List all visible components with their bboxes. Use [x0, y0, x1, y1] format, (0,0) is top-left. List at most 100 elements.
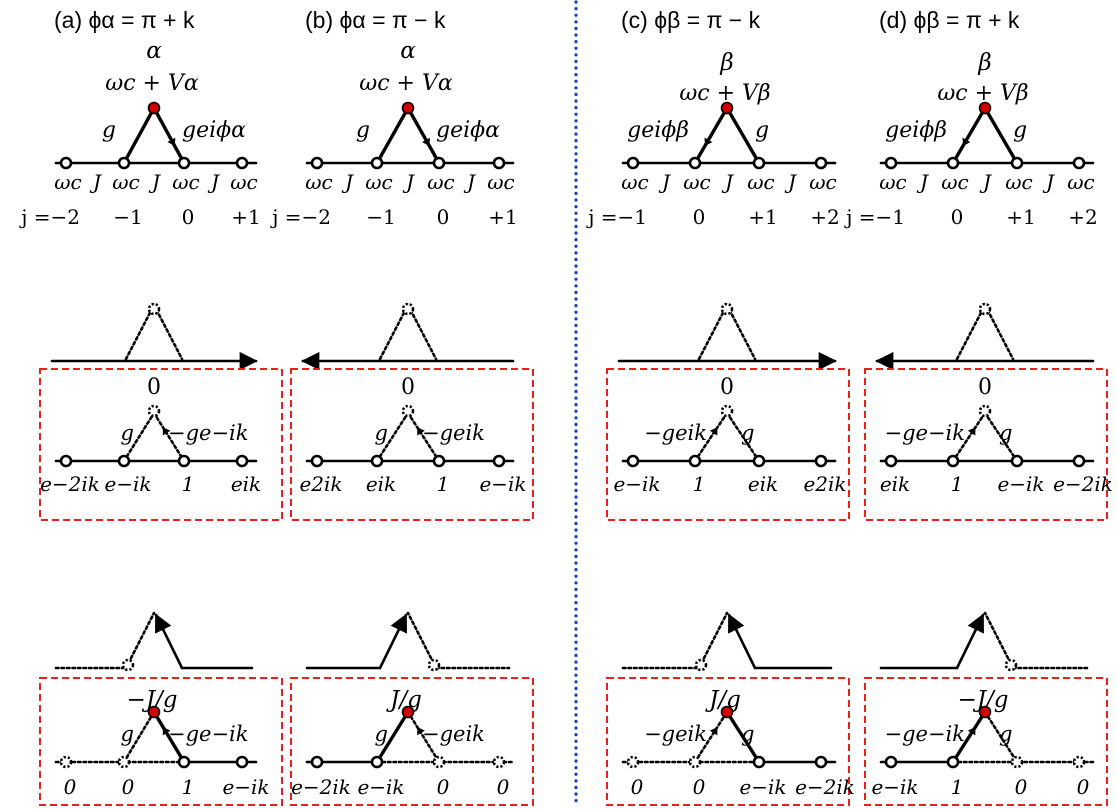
mode2-site-d-2 [1010, 755, 1024, 769]
cavity-site-c-2 [752, 156, 766, 170]
mode1-site-a-2 [177, 454, 191, 468]
mode2-amplitude-d-3: 0 [1077, 775, 1090, 799]
mode1-phase-arrow-a [162, 427, 171, 436]
site-freq-label-d-1: ωc [941, 170, 969, 194]
cavity-site-a-0 [59, 156, 73, 170]
mode1-amplitude-b-1: eik [366, 472, 396, 496]
mode2-coupling-right-d [983, 710, 1019, 764]
hopping-label-d-1: J [979, 170, 992, 194]
coupling-left-b [375, 106, 410, 165]
mode1-energy-b: 0 [401, 375, 415, 400]
sketch-dotted-left-b [378, 303, 410, 361]
mode1-coupling-right-c [725, 411, 761, 463]
mode1-atom-d [978, 404, 992, 418]
panel-header-c: (c) ϕβ = π − k [621, 7, 761, 33]
coupling-right-label-b: geiϕα [436, 118, 500, 143]
hopping-label-a-0: J [89, 170, 102, 194]
mode1-left-label-a: g [121, 421, 134, 445]
coupling-right-label-d: g [1013, 118, 1027, 143]
mode1-site-c-0 [626, 454, 640, 468]
mode2-site-d-0 [884, 755, 898, 769]
mode1-left-label-d: −ge−ik [884, 421, 965, 445]
giant-atom-label-d: β [977, 50, 991, 76]
sketch-dotted-left-d [955, 303, 987, 361]
bound-sketch-dotted-b [406, 611, 438, 670]
mode2-amplitude-a-1: 0 [122, 775, 135, 799]
coupling-right-a [152, 106, 186, 165]
mode2-amplitude-c-0: 0 [631, 775, 644, 799]
hopping-label-b-1: J [402, 170, 415, 194]
site-index-a-1: −1 [113, 205, 142, 229]
sketch-atom-b [401, 302, 415, 316]
mode1-energy-d: 0 [978, 375, 992, 400]
mode1-coupling-right-b [406, 411, 441, 463]
cavity-site-b-3 [492, 156, 506, 170]
mode1-atom-a [147, 404, 161, 418]
sketch-dotted-left-a [124, 303, 156, 361]
bound-sketch-site-a [121, 658, 135, 672]
mode2-site-b-3 [492, 755, 506, 769]
phase-arrow-d [962, 137, 971, 146]
sketch-atom-d [978, 302, 992, 316]
mode1-site-b-1 [370, 454, 384, 468]
coupling-right-label-a: geiϕα [182, 118, 246, 143]
bound-sketch-site-d [1004, 658, 1018, 672]
giant-atom-label-b: α [400, 38, 416, 64]
sketch-dotted-left-c [697, 303, 729, 361]
coupling-left-a [122, 106, 156, 165]
coupling-right-b [406, 106, 441, 165]
mode2-site-b-0 [310, 755, 324, 769]
mode-box-upper-b [290, 368, 534, 521]
mode2-phase-arrow-a [162, 726, 171, 736]
mode2-phase-arrow-d [967, 727, 976, 736]
mode1-site-a-0 [59, 454, 73, 468]
site-freq-label-b-0: ωc [305, 170, 333, 194]
mode1-phase-arrow-d [967, 427, 976, 436]
mode1-left-label-b: g [375, 421, 388, 445]
site-freq-label-a-2: ωc [172, 170, 200, 194]
site-index-d-3: +2 [1068, 205, 1097, 229]
mode2-amplitude-b-2: 0 [437, 775, 450, 799]
mode2-coupling-left-d [951, 710, 987, 764]
mode1-site-b-2 [432, 454, 446, 468]
mode1-amplitude-d-3: e−2ik [1053, 472, 1113, 496]
mode2-amplitude-a-2: 1 [182, 775, 195, 799]
mode1-site-c-1 [688, 454, 702, 468]
mode1-site-b-3 [492, 454, 506, 468]
mode2-left-label-d: −ge−ik [884, 722, 965, 746]
mode2-coupling-left-c [693, 710, 729, 764]
site-freq-label-d-2: ωc [1005, 170, 1033, 194]
mode2-site-a-0 [59, 755, 73, 769]
site-energy-label-b: ωc + Vα [359, 71, 453, 96]
mode2-amplitude-c-1: 0 [693, 775, 706, 799]
cavity-site-b-0 [310, 156, 324, 170]
hopping-label-c-1: J [721, 170, 734, 194]
hopping-label-b-0: J [341, 170, 354, 194]
mode1-right-label-d: g [999, 421, 1012, 445]
mode1-site-d-3 [1072, 454, 1086, 468]
sketch-dotted-right-b [406, 303, 438, 361]
mode2-amplitude-c-2: e−ik [739, 775, 786, 799]
mode1-site-d-0 [884, 454, 898, 468]
site-freq-label-a-1: ωc [112, 170, 140, 194]
panel-header-d: (d) ϕβ = π + k [879, 7, 1020, 33]
giant-atom-label-c: β [719, 50, 733, 76]
mode1-site-c-2 [752, 454, 766, 468]
mode2-site-c-0 [626, 755, 640, 769]
sketch-dotted-right-d [983, 303, 1015, 361]
mode2-left-label-c: −geik [644, 722, 707, 746]
mode-box-lower-b [290, 677, 534, 806]
site-index-b-2: 0 [437, 205, 450, 229]
site-index-d-0: j =−1 [844, 205, 905, 229]
mode1-amplitude-d-0: eik [880, 472, 910, 496]
mode2-amplitude-d-2: 0 [1015, 775, 1028, 799]
mode1-phase-arrow-c [709, 427, 718, 436]
mode1-site-d-1 [946, 454, 960, 468]
bound-sketch-dotted-c [697, 611, 729, 670]
bound-sketch-solid-b [378, 613, 408, 670]
mode1-left-label-c: −geik [644, 421, 707, 445]
cavity-site-b-1 [370, 156, 384, 170]
mode2-amplitude-a-0: 0 [64, 775, 77, 799]
mode1-atom-c [720, 404, 734, 418]
cavity-site-d-2 [1010, 156, 1024, 170]
